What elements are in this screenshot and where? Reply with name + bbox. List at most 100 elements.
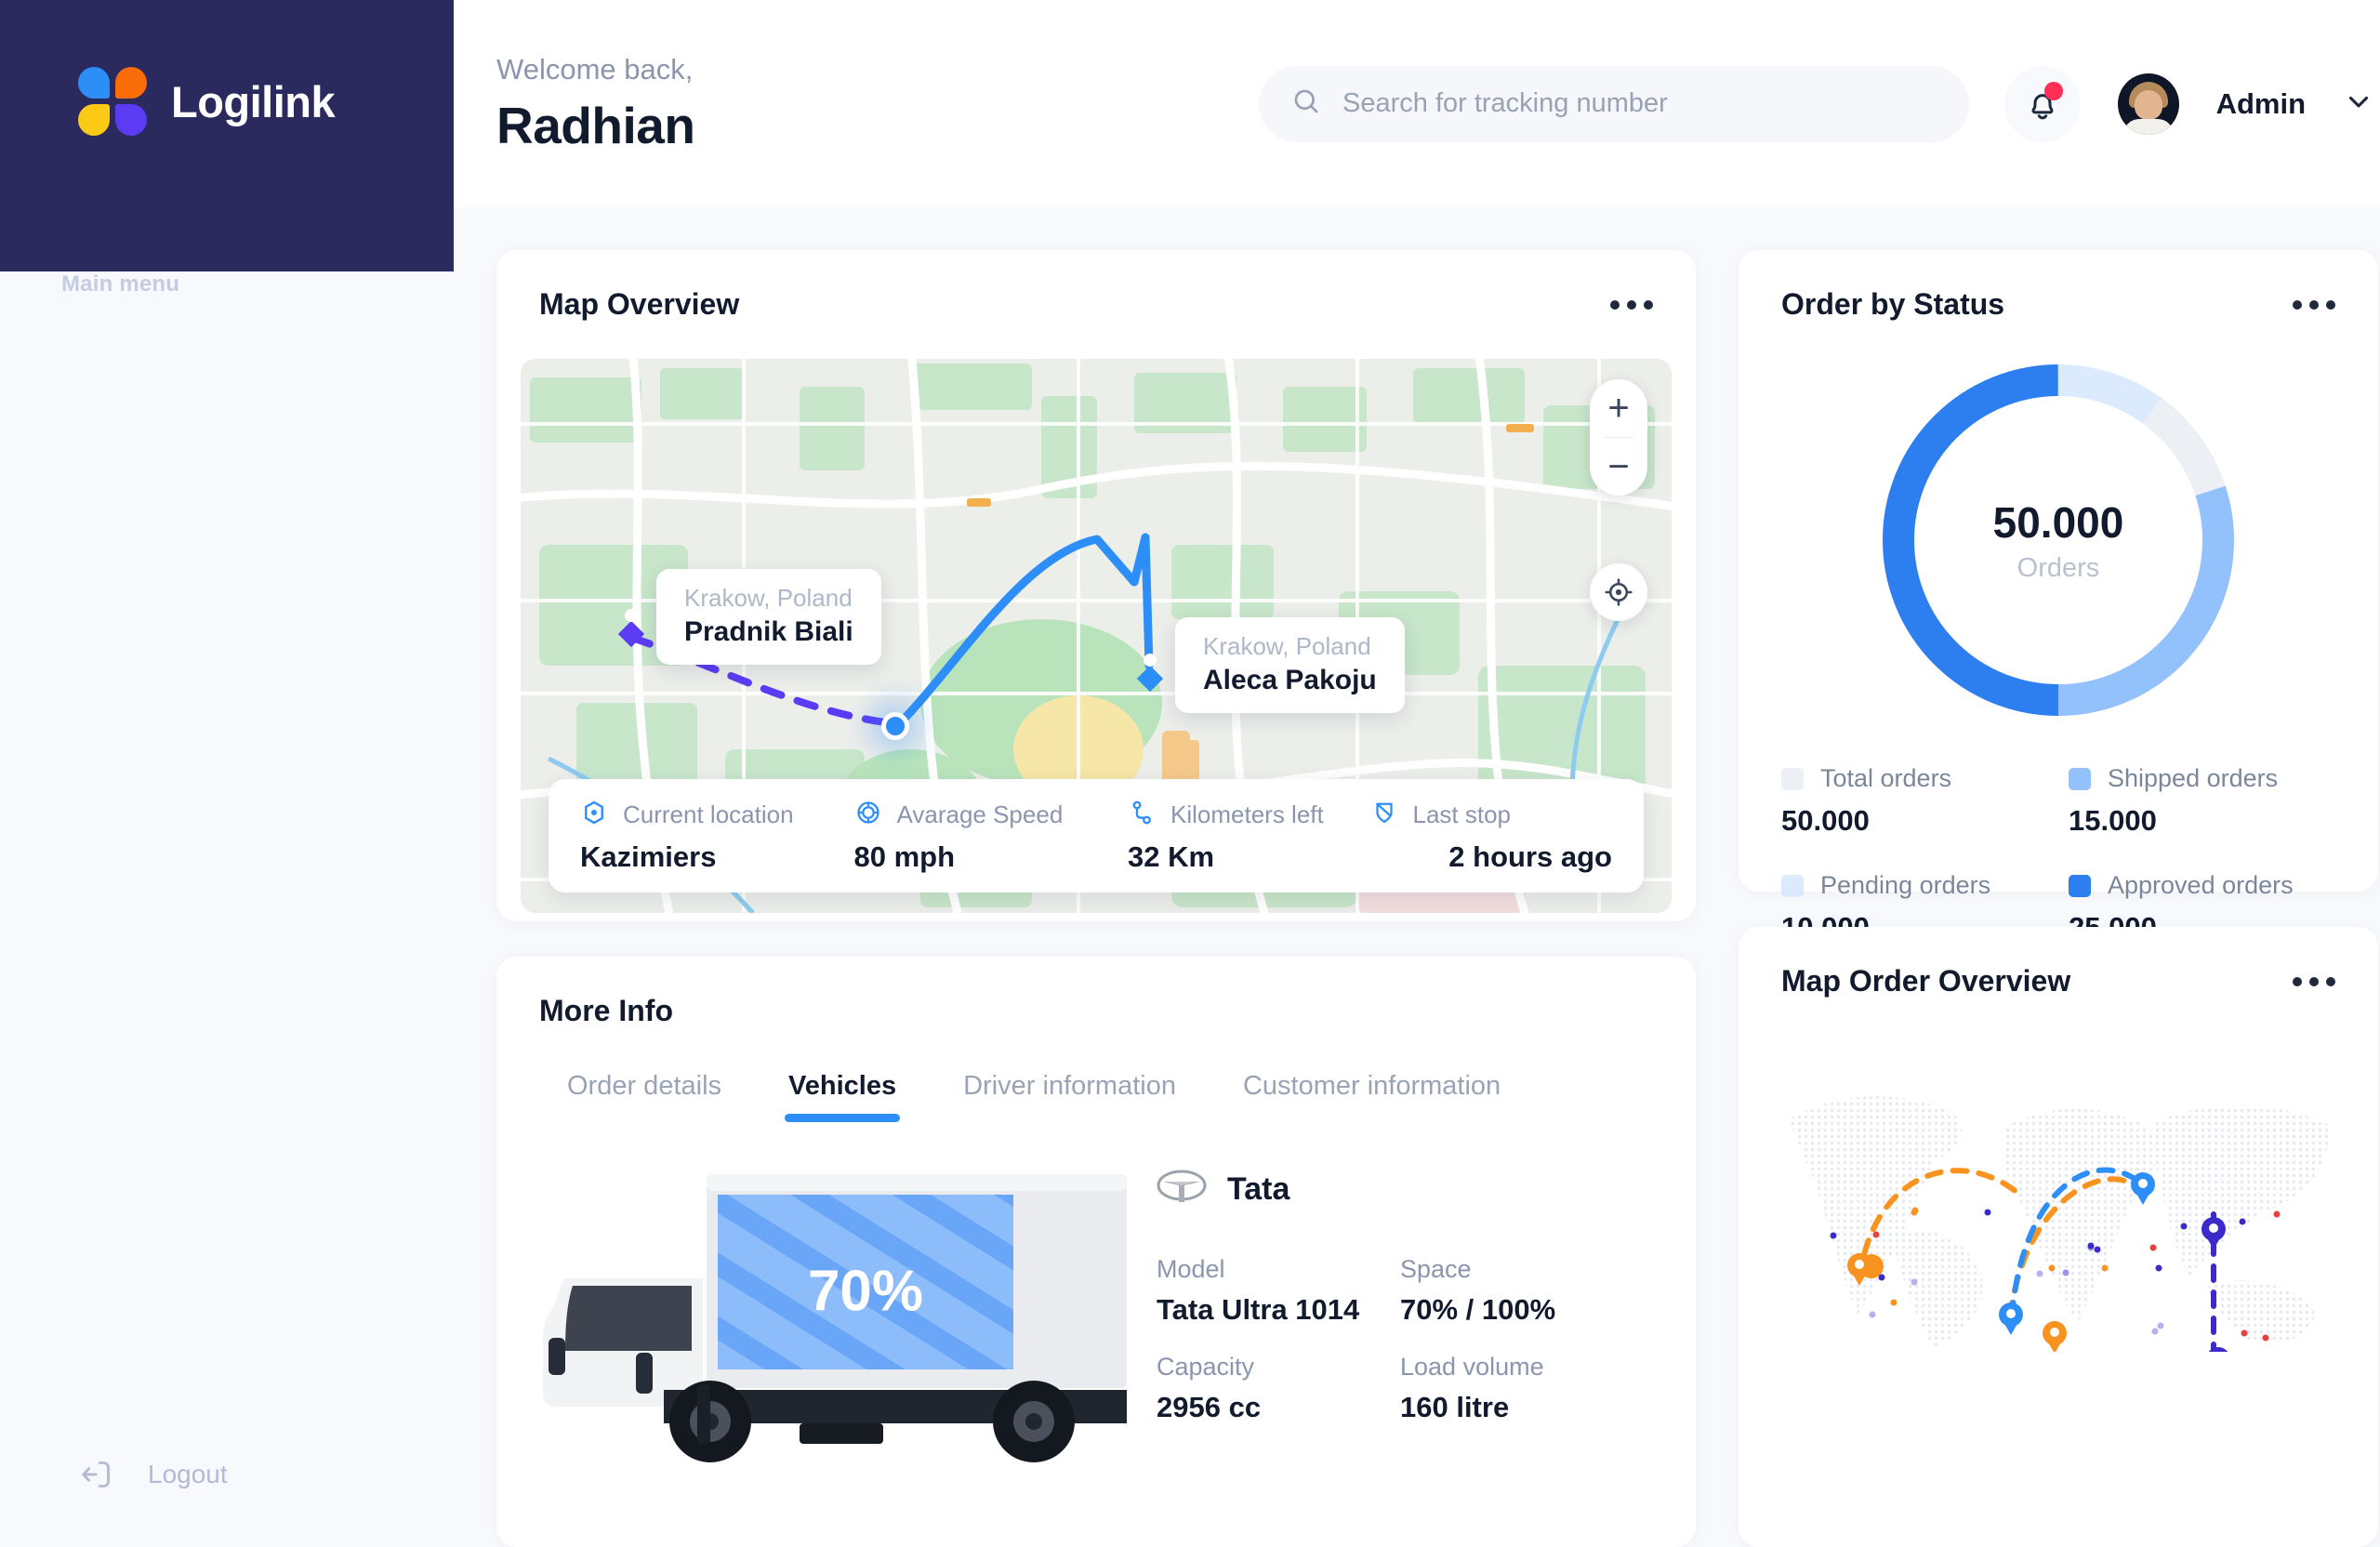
spec-label: Space <box>1400 1255 1472 1283</box>
route-icon <box>1128 799 1156 831</box>
card-menu-button[interactable] <box>1610 299 1653 310</box>
more-info-tabs: Order details Vehicles Driver informatio… <box>496 1028 1696 1122</box>
legend-swatch <box>1781 767 1804 790</box>
card-menu-button[interactable] <box>2293 976 2335 986</box>
card-title: More Info <box>539 994 673 1027</box>
welcome-block: Welcome back, Radhian <box>496 53 1259 155</box>
locate-me-button[interactable] <box>1590 563 1647 621</box>
sidebar-item-logout[interactable]: Logout <box>58 1456 228 1493</box>
sidebar-item-label: Logout <box>148 1460 228 1488</box>
topbar-actions: Admin <box>2003 65 2374 142</box>
spec-label: Load volume <box>1400 1353 1544 1381</box>
welcome-subtitle: Welcome back, <box>496 52 694 86</box>
spec-label: Model <box>1157 1255 1225 1283</box>
notifications-button[interactable] <box>2003 65 2081 142</box>
tata-logo-icon <box>1157 1169 1207 1210</box>
map-label-origin[interactable]: Krakow, Poland Pradnik Biali <box>656 569 881 665</box>
search-icon <box>1290 86 1322 122</box>
zoom-out-button[interactable]: − <box>1607 445 1630 487</box>
legend-label: Shipped orders <box>2108 764 2279 792</box>
tab-vehicles[interactable]: Vehicles <box>755 1071 930 1122</box>
account-label: Admin <box>2215 86 2306 120</box>
vehicle-info: Tata Model Tata Ultra 1014 Space 70% / 1… <box>1157 1128 1644 1547</box>
brand-name: Logilink <box>171 76 336 126</box>
donut-legend: Total orders 50.000 Shipped orders 15.00… <box>1739 716 2378 945</box>
legend-swatch <box>2069 874 2091 897</box>
map-label-destination[interactable]: Krakow, Poland Aleca Pakoju <box>1175 617 1405 713</box>
spec-space: Space 70% / 100% <box>1400 1255 1644 1327</box>
sidebar: Logilink Main menu Dashboard Quotes Exc <box>0 0 454 1547</box>
stat-last-stop: Last stop 2 hours ago <box>1370 799 1645 874</box>
map-canvas[interactable]: Krakow, Poland Pradnik Biali Krakow, Pol… <box>521 359 1672 913</box>
topbar: Welcome back, Radhian Search for trackin… <box>454 0 2380 207</box>
stat-value: 32 Km <box>1128 840 1215 873</box>
map-stats-bar: Current location Kazimiers Avarage Speed <box>549 779 1644 892</box>
stat-value: 80 mph <box>853 840 956 873</box>
vehicle-brand: Tata <box>1157 1169 1644 1210</box>
tab-order-details[interactable]: Order details <box>567 1071 722 1101</box>
stat-current-location: Current location Kazimiers <box>549 799 823 874</box>
stat-average-speed: Avarage Speed 80 mph <box>823 799 1097 874</box>
content-grid: Map Overview <box>454 207 2380 1547</box>
donut-chart: 50.000 Orders <box>1739 364 2378 716</box>
logilink-logo-icon <box>78 67 147 136</box>
zoom-in-button[interactable]: + <box>1607 387 1630 429</box>
stat-value: Kazimiers <box>580 840 717 873</box>
legend-swatch <box>1781 874 1804 897</box>
stat-label: Avarage Speed <box>896 800 1064 828</box>
spec-value: 160 litre <box>1400 1391 1510 1423</box>
target-icon <box>580 799 608 831</box>
tab-driver-information[interactable]: Driver information <box>963 1071 1176 1101</box>
tab-customer-information[interactable]: Customer information <box>1242 1071 1501 1101</box>
search-placeholder: Search for tracking number <box>1342 88 1668 118</box>
map-label-city: Krakow, Poland <box>684 584 853 612</box>
order-by-status-card: Order by Status <box>1739 250 2378 944</box>
notification-badge <box>2043 81 2063 100</box>
map-pin-origin[interactable] <box>614 599 649 648</box>
map-label-street: Aleca Pakoju <box>1203 665 1377 695</box>
brand-logo[interactable]: Logilink <box>0 0 454 136</box>
map-label-street: Pradnik Biali <box>684 616 853 647</box>
world-map[interactable] <box>1770 1036 2347 1393</box>
legend-label: Total orders <box>1820 764 1952 792</box>
legend-value: 50.000 <box>1781 804 1870 837</box>
spec-model: Model Tata Ultra 1014 <box>1157 1255 1400 1327</box>
truck-load-label: 70% <box>808 1259 923 1323</box>
map-pin-destination[interactable] <box>1132 643 1168 693</box>
stat-label: Last stop <box>1412 800 1512 828</box>
legend-label: Pending orders <box>1820 871 1991 899</box>
chevron-down-icon[interactable] <box>2343 86 2374 122</box>
stop-flag-icon <box>1370 799 1398 831</box>
stat-label: Current location <box>623 800 794 828</box>
card-menu-button[interactable] <box>2293 299 2335 310</box>
spec-value: 70% / 100% <box>1400 1293 1556 1326</box>
spec-capacity: Capacity 2956 cc <box>1157 1353 1400 1424</box>
legend-shipped-orders: Shipped orders 15.000 <box>2069 764 2335 838</box>
logout-icon <box>78 1456 115 1493</box>
donut-center-value: 50.000 <box>1992 497 2124 547</box>
legend-label: Approved orders <box>2108 871 2294 899</box>
vehicle-brand-label: Tata <box>1227 1171 1290 1207</box>
sidebar-section-main: Main menu <box>0 271 454 1547</box>
main-area: Welcome back, Radhian Search for trackin… <box>454 0 2380 1547</box>
map-vehicle-dot[interactable] <box>881 712 909 740</box>
map-overview-card: Map Overview <box>496 250 1696 921</box>
spec-label: Capacity <box>1157 1353 1255 1381</box>
donut-center-label: Orders <box>2016 552 2100 583</box>
card-title: Map Order Overview <box>1781 964 2071 998</box>
right-column: Order by Status <box>1739 250 2378 1547</box>
left-column: Map Overview <box>496 250 1696 1547</box>
vehicles-panel: 70% <box>496 1122 1696 1547</box>
map-zoom-controls: + − <box>1590 379 1647 496</box>
spec-value: Tata Ultra 1014 <box>1157 1293 1360 1326</box>
stat-value: 2 hours ago <box>1448 840 1612 873</box>
card-title: Map Overview <box>539 287 740 321</box>
search-input[interactable]: Search for tracking number <box>1259 65 1969 142</box>
legend-swatch <box>2069 767 2091 790</box>
card-title: Order by Status <box>1781 287 2005 321</box>
vehicle-spec-grid: Model Tata Ultra 1014 Space 70% / 100% C… <box>1157 1255 1644 1424</box>
avatar[interactable] <box>2117 73 2179 135</box>
divider <box>1603 437 1634 438</box>
legend-value: 15.000 <box>2069 804 2157 837</box>
